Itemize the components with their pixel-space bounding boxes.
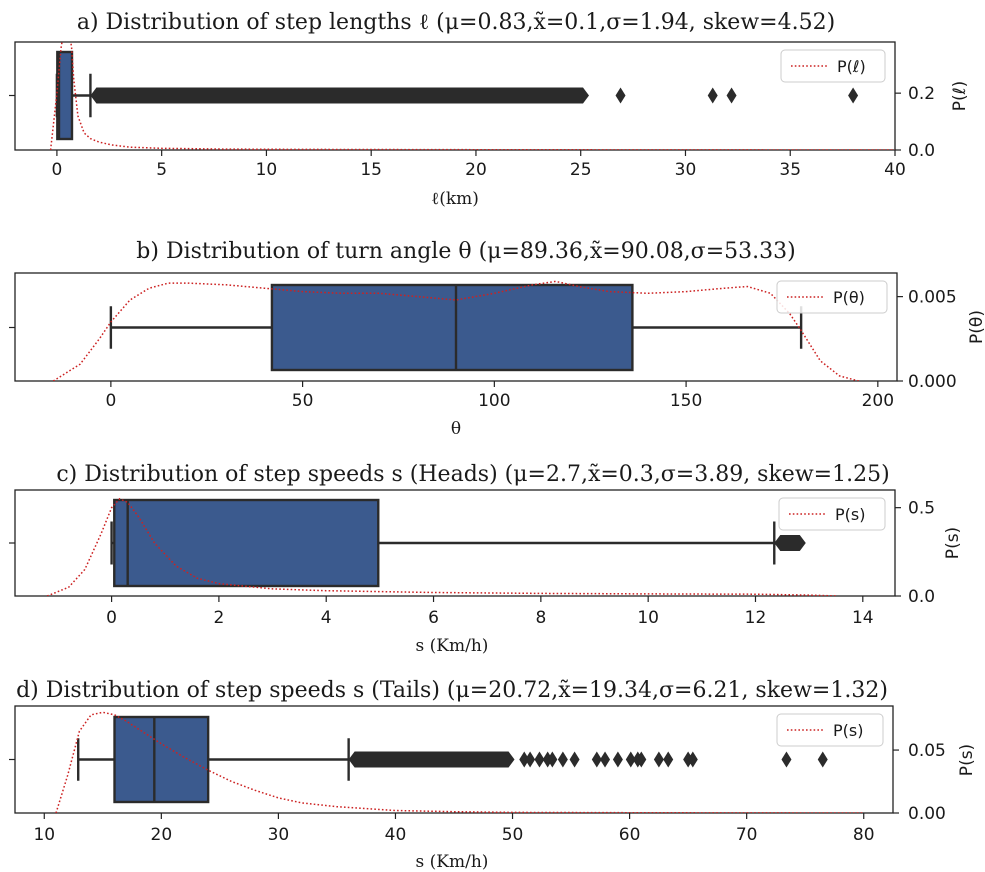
- panel-d-outlier-13: [653, 751, 664, 768]
- panel-a-xtick-label-5: 25: [570, 160, 592, 180]
- panel-a-xtick-label-2: 10: [256, 160, 278, 180]
- panel-c-kde-line: [46, 497, 837, 596]
- panel-a-y2tick-label-0: 0.0: [908, 141, 935, 161]
- panel-b: b) Distribution of turn angle θ (μ=89.36…: [9, 239, 985, 439]
- panel-a-outlier-band: [90, 87, 589, 104]
- panel-a-xtick-label-8: 40: [884, 160, 906, 180]
- panel-b-y2tick-label-1: 0.005: [908, 288, 957, 308]
- panel-a: a) Distribution of step lengths ℓ (μ=0.8…: [9, 10, 970, 209]
- panel-a-y2tick-label-1: 0.2: [908, 84, 935, 104]
- panel-d-outlier-8: [600, 751, 611, 768]
- panel-a-kde-line: [49, 42, 895, 150]
- panel-d-legend-label: P(s): [833, 721, 863, 740]
- panel-d-xlabel: s (Km/h): [416, 852, 489, 872]
- panel-d-xtick-label-6: 70: [736, 825, 758, 845]
- panel-d-y2tick-label-0: 0.00: [908, 804, 946, 824]
- panel-a-legend: [780, 49, 886, 83]
- panel-a-xtick-label-7: 35: [779, 160, 801, 180]
- panel-c-plot: 0 2 4 6 8 10 12 14 0.0 0.5 P(s): [9, 489, 935, 628]
- panel-d-outlier-17: [781, 751, 792, 768]
- panel-b-xtick-label-0: 0: [105, 391, 116, 411]
- panel-d-outlier-10: [625, 751, 636, 768]
- panel-d-xtick-label-2: 30: [268, 825, 290, 845]
- panel-d-outlier-6: [569, 751, 580, 768]
- panel-c-xtick-label-0: 0: [106, 608, 117, 628]
- panel-b-legend: [776, 280, 888, 314]
- panel-d-xtick-label-5: 60: [619, 825, 641, 845]
- panel-c-xtick-label-1: 2: [213, 608, 224, 628]
- panel-c-outlier-band: [774, 535, 806, 551]
- panel-a-ylabel: P(ℓ): [950, 81, 970, 112]
- panel-d-kde-line: [55, 711, 864, 813]
- panel-d-xtick-label-1: 20: [151, 825, 173, 845]
- panel-c-xtick-label-6: 12: [745, 608, 767, 628]
- panel-d-outlier-7: [591, 751, 602, 768]
- panel-c-legend-label: P(s): [835, 505, 865, 524]
- panel-a-box: [56, 50, 74, 141]
- panel-d-xtick-label-0: 10: [33, 825, 55, 845]
- panel-d-outlier-5: [557, 751, 568, 768]
- panel-a-outlier-2: [726, 87, 737, 104]
- panel-d-box: [113, 715, 210, 804]
- panel-d-y2tick-label-1: 0.05: [908, 741, 946, 761]
- panel-d-outlier-12: [636, 751, 647, 768]
- panel-d-outlier-2: [534, 751, 545, 768]
- panel-c-xtick-label-3: 6: [428, 608, 439, 628]
- panel-a-xtick-label-6: 30: [675, 160, 697, 180]
- panel-d-outlier-band: [348, 751, 515, 768]
- panel-c-legend: [778, 497, 886, 531]
- panel-c-xlabel: s (Km/h): [416, 636, 489, 656]
- panel-a-title: a) Distribution of step lengths ℓ (μ=0.8…: [77, 10, 835, 35]
- panel-c-xtick-label-2: 4: [321, 608, 332, 628]
- panel-d: d) Distribution of step speeds s (Tails)…: [9, 678, 977, 872]
- panel-d-xtick-label-7: 80: [853, 825, 875, 845]
- panel-c-y2tick-label-0: 0.0: [908, 587, 935, 607]
- panel-d-ylabel: P(s): [957, 744, 977, 776]
- panel-b-ylabel: P(θ): [967, 310, 985, 344]
- panel-d-xtick-label-3: 40: [385, 825, 407, 845]
- panel-d-outlier-18: [817, 751, 828, 768]
- panel-a-xtick-label-4: 20: [465, 160, 487, 180]
- panel-d-outlier-14: [663, 751, 674, 768]
- panel-b-y2tick-label-0: 0.000: [908, 372, 957, 392]
- panel-b-plot: 0 50 100 150 200 0.000 0.005 P(θ): [9, 272, 957, 411]
- panel-c-xtick-label-4: 8: [535, 608, 546, 628]
- panel-c-xtick-label-7: 14: [852, 608, 874, 628]
- panel-a-outlier-0: [615, 87, 626, 104]
- panel-a-xtick-label-3: 15: [360, 160, 382, 180]
- panel-a-outlier-3: [848, 87, 859, 104]
- panel-c-ylabel: P(s): [943, 527, 963, 559]
- panel-a-plot: 0 5 10 15 20 25 30 35 400.0 0.2 P(ℓ): [9, 41, 935, 180]
- panel-d-title: d) Distribution of step speeds s (Tails)…: [16, 678, 888, 703]
- panel-d-outlier-0: [519, 751, 530, 768]
- panel-c-title: c) Distribution of step speeds s (Heads)…: [56, 462, 889, 487]
- panel-d-outlier-4: [547, 751, 558, 768]
- panel-c: c) Distribution of step speeds s (Heads)…: [9, 462, 963, 656]
- panel-b-legend-label: P(θ): [833, 288, 865, 307]
- panel-b-box: [270, 283, 634, 372]
- panel-d-outlier-9: [612, 751, 623, 768]
- panel-b-xtick-label-4: 200: [862, 391, 894, 411]
- panel-c-xtick-label-5: 10: [637, 608, 659, 628]
- panel-b-xtick-label-1: 50: [292, 391, 314, 411]
- panel-d-plot: 10 20 30 40 50 60 70 80 0.00 0.05 P(s): [9, 705, 946, 845]
- panel-c-y2tick-label-1: 0.5: [908, 499, 935, 519]
- panel-a-xlabel: ℓ(km): [431, 189, 479, 209]
- panel-b-xlabel: θ: [451, 419, 461, 439]
- panel-d-outlier-16: [687, 751, 698, 768]
- panel-d-outlier-1: [525, 751, 536, 768]
- panel-a-legend-label: P(ℓ): [837, 57, 866, 76]
- panel-d-xtick-label-4: 50: [502, 825, 524, 845]
- panel-b-title: b) Distribution of turn angle θ (μ=89.36…: [136, 239, 795, 264]
- panel-b-xtick-label-3: 150: [670, 391, 702, 411]
- panel-b-xtick-label-2: 100: [478, 391, 510, 411]
- panel-d-legend: [776, 713, 884, 747]
- panel-a-outlier-1: [707, 87, 718, 104]
- panel-a-xtick-label-0: 0: [51, 160, 62, 180]
- panel-a-xtick-label-1: 5: [156, 160, 167, 180]
